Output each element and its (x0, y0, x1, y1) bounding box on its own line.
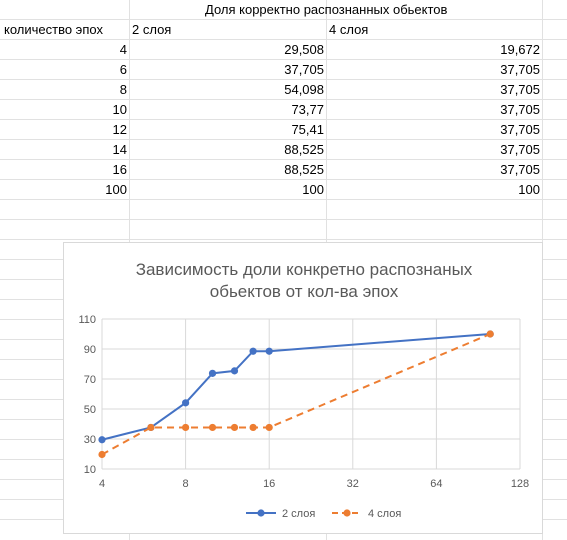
data-point-series-2 (249, 423, 257, 432)
legend-label-1: 2 слоя (282, 508, 315, 520)
x-tick-label: 16 (263, 478, 275, 490)
x-tick-label: 32 (347, 478, 359, 490)
y-tick-label: 70 (84, 374, 96, 386)
cell-epochs[interactable]: 4 (119, 42, 127, 57)
cell-epochs[interactable]: 12 (112, 122, 127, 137)
cell-2-layers[interactable]: 100 (302, 182, 324, 197)
cell-2-layers[interactable]: 29,508 (284, 42, 324, 57)
series-line-1 (101, 333, 491, 441)
cell-epochs[interactable]: 6 (119, 62, 127, 77)
header-epochs[interactable]: количество эпох (4, 22, 103, 37)
data-point-series-1 (182, 399, 190, 407)
cell-epochs[interactable]: 100 (105, 182, 127, 197)
legend-label-2: 4 слоя (368, 508, 401, 520)
cell-2-layers[interactable]: 54,098 (284, 82, 324, 97)
cell-4-layers[interactable]: 100 (518, 182, 540, 197)
legend-marker-1 (257, 509, 265, 517)
cell-2-layers[interactable]: 88,525 (284, 142, 324, 157)
chart-title-line1: Зависимость доли конкретно распознаных (135, 260, 473, 279)
chart-title-line2: обьектов от кол-ва эпох (209, 282, 399, 301)
data-point-series-2 (486, 330, 494, 338)
y-tick-label: 90 (84, 344, 96, 356)
cell-2-layers[interactable]: 37,705 (284, 62, 324, 77)
y-tick-label: 50 (84, 404, 96, 416)
x-tick-label: 64 (430, 478, 442, 490)
cell-4-layers[interactable]: 37,705 (500, 82, 540, 97)
data-point-series-2 (265, 423, 273, 432)
data-point-series-1 (230, 367, 239, 375)
chart[interactable]: Зависимость доли конкретно распознаных о… (63, 242, 543, 534)
cell-4-layers[interactable]: 19,672 (500, 42, 540, 57)
cell-2-layers[interactable]: 75,41 (291, 122, 324, 137)
header-2-layers[interactable]: 2 слоя (132, 22, 172, 37)
cell-4-layers[interactable]: 37,705 (500, 142, 540, 157)
cell-4-layers[interactable]: 37,705 (500, 102, 540, 117)
cell-epochs[interactable]: 16 (112, 162, 127, 177)
x-tick-label: 8 (183, 478, 189, 490)
cell-4-layers[interactable]: 37,705 (500, 62, 540, 77)
cell-2-layers[interactable]: 73,77 (291, 102, 324, 117)
cell-4-layers[interactable]: 37,705 (500, 122, 540, 137)
cell-2-layers[interactable]: 88,525 (284, 162, 324, 177)
data-point-series-2 (230, 423, 239, 432)
y-tick-label: 30 (84, 434, 96, 446)
y-tick-label: 110 (78, 314, 96, 326)
data-point-series-1 (208, 369, 217, 377)
data-point-series-2 (182, 423, 190, 432)
cell-epochs[interactable]: 8 (119, 82, 127, 97)
y-tick-label: 10 (84, 464, 96, 476)
series-line-2 (101, 333, 491, 456)
cell-4-layers[interactable]: 37,705 (500, 162, 540, 177)
data-point-series-2 (208, 423, 217, 432)
table-group-header[interactable]: Доля корректно распознанных обьектов (205, 2, 448, 17)
header-4-layers[interactable]: 4 слоя (329, 22, 369, 37)
data-point-series-1 (249, 347, 257, 355)
cell-epochs[interactable]: 10 (112, 102, 127, 117)
data-point-series-1 (265, 347, 273, 355)
x-tick-label: 4 (99, 478, 105, 490)
chart-plot: 10 30 50 70 90 110 4 8 16 32 64 128 2 слоя 4 слоя (78, 314, 529, 520)
x-tick-label: 128 (511, 478, 529, 490)
cell-epochs[interactable]: 14 (112, 142, 127, 157)
data-point-series-1 (98, 436, 106, 444)
data-point-series-2 (147, 423, 155, 432)
data-point-series-2 (98, 450, 106, 459)
legend-marker-2 (343, 509, 351, 517)
